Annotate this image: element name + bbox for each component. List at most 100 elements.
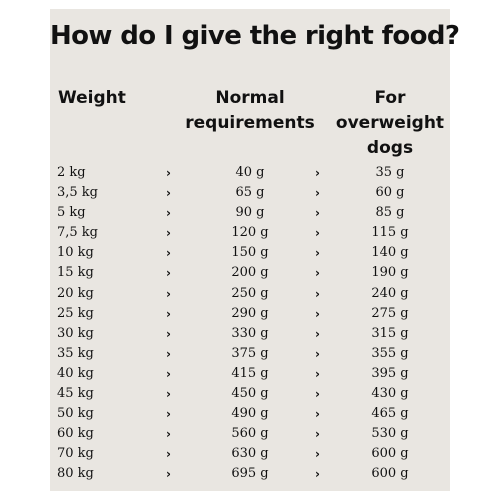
- normal-amount-cell: 560 g: [231, 426, 269, 442]
- column-header-normal-requirements: Normal requirements: [180, 86, 320, 136]
- overweight-amount-cell: 35 g: [375, 165, 405, 180]
- arrow-icon: ›: [166, 387, 171, 402]
- overweight-amount-cell: 315 g: [371, 325, 409, 341]
- arrow-icon: ›: [166, 206, 171, 221]
- normal-amount-cell: 65 g: [235, 185, 265, 201]
- weight-cell: 25 kg: [57, 305, 94, 321]
- arrow-icon: ›: [166, 306, 171, 321]
- overweight-amount-cell: 85 g: [375, 205, 405, 221]
- arrow-icon: ›: [166, 427, 171, 442]
- arrow-icon: ›: [166, 326, 171, 341]
- table-row: 40 kg › 415 g › 395 g: [50, 363, 450, 383]
- table-row: 10 kg › 150 g › 140 g: [50, 242, 450, 262]
- normal-amount-cell: 90 g: [235, 205, 265, 221]
- overweight-amount-cell: 430 g: [371, 386, 409, 402]
- arrow-icon: ›: [315, 427, 320, 442]
- normal-amount-cell: 415 g: [231, 365, 269, 381]
- arrow-icon: ›: [315, 246, 320, 261]
- table-row: 20 kg › 250 g › 240 g: [50, 283, 450, 303]
- arrow-icon: ›: [315, 447, 320, 462]
- table-row: 45 kg › 450 g › 430 g: [50, 383, 450, 403]
- normal-amount-cell: 290 g: [231, 305, 269, 321]
- weight-cell: 35 kg: [57, 345, 94, 361]
- table-row: 70 kg › 630 g › 600 g: [50, 443, 450, 463]
- arrow-icon: ›: [166, 266, 171, 281]
- arrow-icon: ›: [315, 266, 320, 281]
- arrow-icon: ›: [166, 226, 171, 241]
- weight-cell: 45 kg: [57, 386, 94, 402]
- arrow-icon: ›: [315, 467, 320, 482]
- overweight-amount-cell: 355 g: [371, 345, 409, 361]
- overweight-amount-cell: 115 g: [371, 225, 409, 241]
- overweight-amount-cell: 190 g: [371, 265, 409, 281]
- normal-amount-cell: 250 g: [231, 285, 269, 301]
- arrow-icon: ›: [315, 206, 320, 221]
- weight-cell: 15 kg: [57, 265, 94, 281]
- food-table-card: How do I give the right food? Weight Nor…: [50, 9, 460, 491]
- weight-cell: 60 kg: [57, 426, 94, 442]
- arrow-icon: ›: [166, 447, 171, 462]
- arrow-icon: ›: [166, 246, 171, 261]
- weight-cell: 40 kg: [57, 365, 94, 381]
- page-title: How do I give the right food?: [50, 21, 460, 51]
- normal-amount-cell: 150 g: [231, 245, 269, 261]
- overweight-amount-cell: 530 g: [371, 426, 409, 442]
- table-row: 30 kg › 330 g › 315 g: [50, 323, 450, 343]
- table-row: 50 kg › 490 g › 465 g: [50, 403, 450, 423]
- normal-amount-cell: 695 g: [231, 466, 269, 482]
- table-row: 15 kg › 200 g › 190 g: [50, 262, 450, 282]
- column-header-overweight-line-3: dogs: [366, 138, 414, 158]
- normal-amount-cell: 630 g: [231, 446, 269, 462]
- overweight-amount-cell: 240 g: [371, 285, 409, 301]
- overweight-amount-cell: 600 g: [371, 446, 409, 462]
- arrow-icon: ›: [315, 346, 320, 361]
- overweight-amount-cell: 275 g: [371, 305, 409, 321]
- table-row: 5 kg › 90 g › 85 g: [50, 202, 450, 222]
- weight-cell: 30 kg: [57, 325, 94, 341]
- arrow-icon: ›: [315, 286, 320, 301]
- table-row: 35 kg › 375 g › 355 g: [50, 343, 450, 363]
- arrow-icon: ›: [166, 346, 171, 361]
- arrow-icon: ›: [315, 366, 320, 381]
- table-row: 60 kg › 560 g › 530 g: [50, 423, 450, 443]
- table-row: 80 kg › 695 g › 600 g: [50, 463, 450, 483]
- overweight-amount-cell: 140 g: [371, 245, 409, 261]
- weight-cell: 70 kg: [57, 446, 94, 462]
- normal-amount-cell: 40 g: [235, 165, 265, 180]
- normal-amount-cell: 120 g: [231, 225, 269, 241]
- column-header-weight-label: Weight: [58, 88, 126, 108]
- weight-cell: 2 kg: [57, 165, 86, 180]
- column-header-normal-line-1: Normal: [215, 88, 285, 108]
- overweight-amount-cell: 600 g: [371, 466, 409, 482]
- normal-amount-cell: 200 g: [231, 265, 269, 281]
- arrow-icon: ›: [315, 166, 320, 180]
- arrow-icon: ›: [315, 326, 320, 341]
- overweight-amount-cell: 60 g: [375, 185, 405, 201]
- weight-cell: 50 kg: [57, 406, 94, 422]
- column-header-weight: Weight: [58, 86, 126, 111]
- table-row: 3,5 kg › 65 g › 60 g: [50, 182, 450, 202]
- weight-cell: 5 kg: [57, 205, 86, 221]
- normal-amount-cell: 330 g: [231, 325, 269, 341]
- arrow-icon: ›: [315, 407, 320, 422]
- food-table-body: 2 kg › 40 g › 35 g 3,5 kg › 65 g › 60 g 5 kg › 90 g ›…: [50, 162, 450, 484]
- table-row: 25 kg › 290 g › 275 g: [50, 303, 450, 323]
- normal-amount-cell: 450 g: [231, 386, 269, 402]
- column-header-overweight-line-1: For: [374, 88, 406, 108]
- table-row: 7,5 kg › 120 g › 115 g: [50, 222, 450, 242]
- weight-cell: 7,5 kg: [57, 225, 99, 241]
- arrow-icon: ›: [166, 286, 171, 301]
- weight-cell: 20 kg: [57, 285, 94, 301]
- column-header-overweight-dogs: For overweight dogs: [335, 86, 445, 161]
- arrow-icon: ›: [166, 186, 171, 201]
- arrow-icon: ›: [315, 387, 320, 402]
- weight-cell: 80 kg: [57, 466, 94, 482]
- arrow-icon: ›: [315, 306, 320, 321]
- arrow-icon: ›: [315, 186, 320, 201]
- weight-cell: 3,5 kg: [57, 185, 99, 201]
- arrow-icon: ›: [315, 226, 320, 241]
- normal-amount-cell: 375 g: [231, 345, 269, 361]
- table-row: 2 kg › 40 g › 35 g: [50, 162, 450, 182]
- arrow-icon: ›: [166, 407, 171, 422]
- normal-amount-cell: 490 g: [231, 406, 269, 422]
